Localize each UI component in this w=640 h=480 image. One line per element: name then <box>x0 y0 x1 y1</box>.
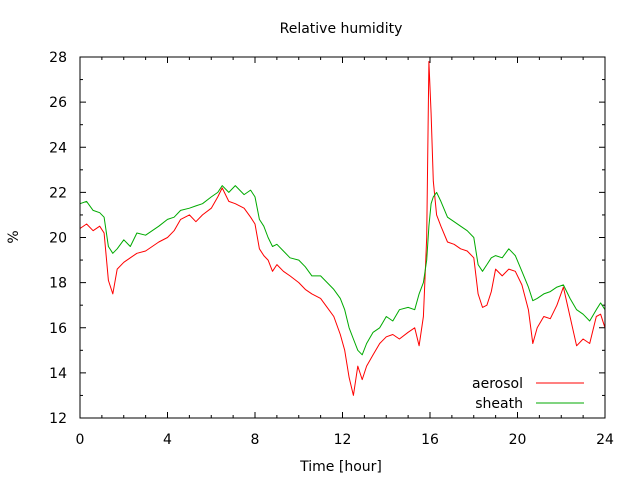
x-tick-label: 12 <box>334 432 352 448</box>
x-tick-label: 16 <box>421 432 439 448</box>
plot-frame <box>79 56 606 419</box>
series-lines <box>79 61 606 396</box>
y-tick-label: 14 <box>49 366 67 382</box>
y-tick-label: 28 <box>49 50 67 66</box>
y-tick-label: 20 <box>49 231 67 247</box>
y-tick-label: 16 <box>49 321 67 337</box>
x-tick-label: 0 <box>76 432 85 448</box>
series-line-aerosol <box>79 61 606 396</box>
y-tick-label: 18 <box>49 276 67 292</box>
y-tick-label: 22 <box>49 185 67 201</box>
y-axis-label: % <box>6 230 22 243</box>
x-tick-label: 20 <box>509 432 527 448</box>
x-tick-label: 24 <box>596 432 614 448</box>
x-axis-label: Time [hour] <box>299 459 382 475</box>
legend-label-sheath: sheath <box>475 396 523 412</box>
series-line-sheath <box>79 185 606 356</box>
chart-title: Relative humidity <box>280 21 403 37</box>
x-tick-label: 8 <box>251 432 260 448</box>
y-tick-label: 24 <box>49 140 67 156</box>
legend: aerosol sheath <box>472 376 584 412</box>
x-tick-label: 4 <box>163 432 172 448</box>
y-tick-label: 26 <box>49 95 67 111</box>
axis-ticks: 0 4 8 12 16 20 24 12 14 16 18 20 22 24 26 28 <box>49 50 614 448</box>
legend-label-aerosol: aerosol <box>472 376 523 392</box>
y-tick-label: 12 <box>49 411 67 427</box>
